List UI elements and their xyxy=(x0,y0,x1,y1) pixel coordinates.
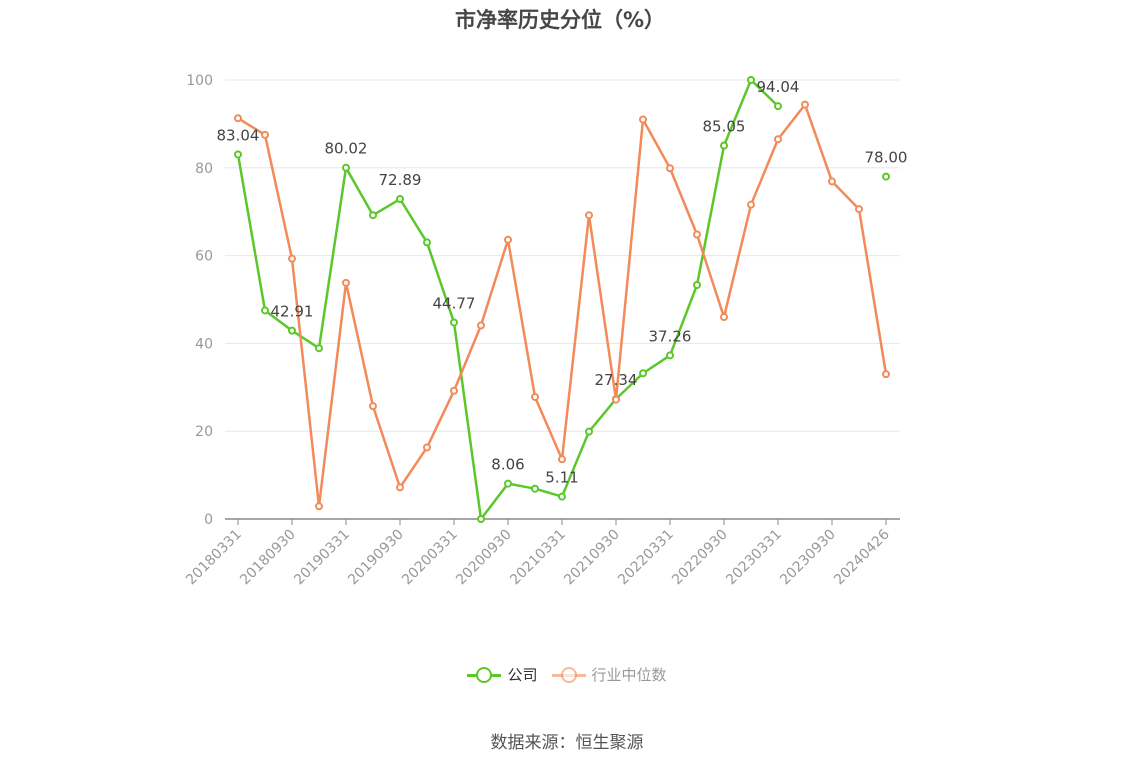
data-point xyxy=(720,141,728,150)
data-point xyxy=(801,100,809,109)
legend-label-industry: 行业中位数 xyxy=(591,666,667,684)
data-point xyxy=(639,115,647,124)
x-tick-label: 20210331 xyxy=(507,527,569,589)
data-point xyxy=(774,102,782,111)
y-tick-label: 80 xyxy=(195,161,213,177)
data-point xyxy=(666,164,674,173)
data-point xyxy=(423,443,431,452)
data-point xyxy=(342,163,350,172)
data-point xyxy=(747,200,755,209)
x-tick-label: 20180331 xyxy=(183,527,245,589)
data-point xyxy=(531,392,539,401)
legend: 公司 行业中位数 xyxy=(0,664,1134,685)
x-tick-label: 20230331 xyxy=(723,527,785,589)
data-point xyxy=(693,230,701,239)
data-source-note: 数据来源：恒生聚源 xyxy=(490,733,644,753)
data-point xyxy=(558,455,566,464)
x-tick-label: 20210930 xyxy=(561,527,623,589)
data-point xyxy=(720,313,728,322)
data-point xyxy=(585,211,593,220)
data-point xyxy=(261,306,269,315)
data-point xyxy=(639,369,647,378)
data-point xyxy=(369,402,377,411)
x-tick-label: 20190331 xyxy=(291,527,353,589)
data-point xyxy=(774,135,782,144)
data-label: 85.05 xyxy=(703,118,746,136)
data-point xyxy=(882,172,890,181)
data-point xyxy=(396,195,404,204)
legend-item-industry[interactable]: 行业中位数 xyxy=(551,664,667,685)
series-line-1 xyxy=(237,103,888,508)
x-tick-label: 20190930 xyxy=(345,527,407,589)
data-point xyxy=(531,484,539,493)
chart-title: 市净率历史分位（%） xyxy=(454,8,666,32)
data-point xyxy=(504,235,512,244)
x-tick-label: 20220331 xyxy=(615,527,677,589)
data-point xyxy=(585,427,593,436)
legend-company-icon xyxy=(467,666,502,684)
x-tick-label: 20200331 xyxy=(399,527,461,589)
legend-industry-icon xyxy=(551,666,586,684)
data-point xyxy=(504,479,512,488)
legend-label-company: 公司 xyxy=(507,666,538,684)
data-point xyxy=(477,515,485,523)
x-tick-label: 20220930 xyxy=(669,527,731,589)
data-point xyxy=(396,483,404,492)
data-point xyxy=(855,205,863,214)
y-tick-label: 60 xyxy=(195,249,213,265)
data-point xyxy=(477,321,485,330)
data-label: 42.91 xyxy=(271,303,314,321)
data-point xyxy=(450,386,458,395)
grid-lines xyxy=(225,79,900,432)
y-tick-label: 40 xyxy=(195,336,213,352)
y-tick-label: 0 xyxy=(204,512,213,528)
data-point xyxy=(558,492,566,501)
data-point xyxy=(315,502,323,511)
data-point xyxy=(315,344,323,353)
data-point xyxy=(234,114,242,123)
data-label: 37.26 xyxy=(649,327,692,345)
data-point xyxy=(666,351,674,360)
x-tick-label: 20240426 xyxy=(831,526,893,588)
data-point xyxy=(342,278,350,287)
line-chart: 0 20 40 60 80 100 2018033120180930201903312019… xyxy=(183,73,908,589)
data-label: 78.00 xyxy=(865,149,908,167)
data-point xyxy=(423,238,431,247)
data-label: 80.02 xyxy=(325,140,368,158)
data-label: 83.04 xyxy=(217,126,260,144)
data-point xyxy=(612,395,620,404)
x-tick-label: 20180930 xyxy=(237,527,299,589)
y-tick-label: 100 xyxy=(186,73,213,89)
data-point xyxy=(261,130,269,139)
x-tick-label: 20230930 xyxy=(777,527,839,589)
data-point xyxy=(693,281,701,290)
data-point xyxy=(747,76,755,84)
data-point xyxy=(450,318,458,327)
x-tick-label: 20200930 xyxy=(453,527,515,589)
data-point xyxy=(369,211,377,220)
data-point xyxy=(288,326,296,335)
data-label: 72.89 xyxy=(379,171,422,189)
data-point xyxy=(288,254,296,263)
data-point xyxy=(882,370,890,379)
data-point xyxy=(828,177,836,186)
series-line-0 xyxy=(236,78,779,521)
data-label: 27.34 xyxy=(595,371,638,389)
data-label: 44.77 xyxy=(433,294,476,312)
series-lines xyxy=(234,76,890,523)
data-label: 94.04 xyxy=(757,78,800,96)
legend-item-company[interactable]: 公司 xyxy=(467,664,538,685)
data-labels: 83.04 42.91 80.02 72.89 44.77 8.06 5.11 27.34 37… xyxy=(217,78,908,486)
data-point xyxy=(234,150,242,159)
y-tick-label: 20 xyxy=(195,424,213,440)
data-label: 8.06 xyxy=(491,456,524,474)
data-label: 5.11 xyxy=(545,469,578,487)
